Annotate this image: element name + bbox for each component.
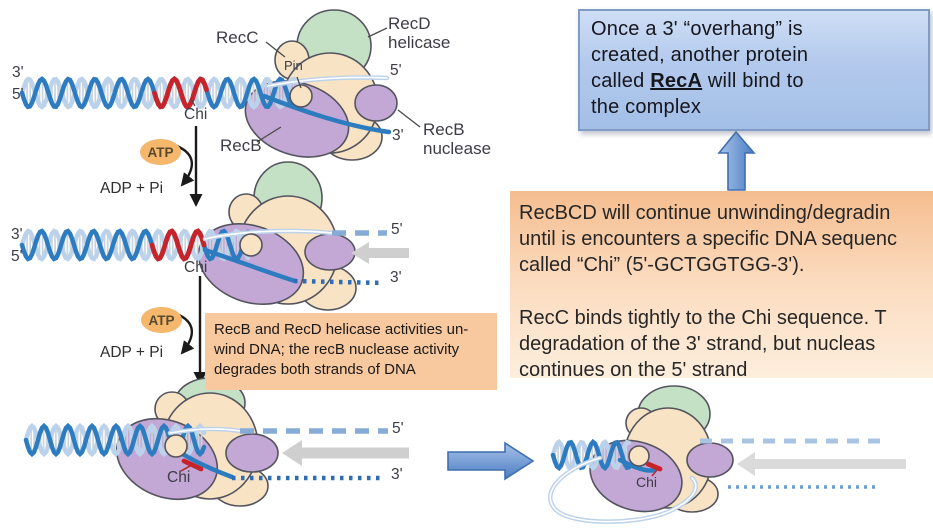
chi-site-red — [645, 461, 663, 472]
atp-cycle1-arrows — [176, 126, 203, 207]
translocation-arrow-left — [351, 242, 409, 264]
note-line: degrades both strands of DNA — [214, 361, 416, 378]
stage1-5prime-right: 5' — [390, 62, 402, 79]
stage3-complex — [23, 377, 409, 507]
callout-line: created, another protein — [591, 44, 809, 66]
pin-circle — [164, 434, 188, 458]
stage2-5prime-right: 5' — [391, 221, 403, 238]
recb-nuclease-blob — [304, 233, 356, 271]
helicase-activity-note-box: RecB and RecD helicase activities un- wi… — [205, 313, 497, 390]
stage2-chi-label: Chi — [184, 259, 208, 276]
callout-text: called — [591, 70, 651, 92]
stage1-5prime-left: 5' — [12, 86, 24, 103]
stage2-5prime-left: 5' — [11, 248, 23, 265]
pin-circle — [289, 84, 313, 108]
dna-helix-stage2 — [19, 228, 251, 262]
dna-helix-stage1 — [19, 75, 305, 110]
explanation-line: degradation of the 3' strand, but nuclea… — [519, 333, 876, 355]
stage1-3prime-left: 3' — [12, 64, 24, 81]
to-callout-arrow-up — [717, 130, 756, 191]
note-line: wind DNA; the recB nuclease activity — [214, 341, 460, 358]
stage2-complex — [19, 161, 409, 311]
atp-badge-1: ATP — [140, 139, 181, 165]
stage1-3prime-right: 3' — [392, 127, 404, 144]
dna-helix-stage4 — [550, 438, 632, 472]
adp-pi-label-1: ADP + Pi — [100, 180, 164, 197]
callout-line: Once a 3' “overhang” is — [591, 18, 803, 40]
pin-circle — [628, 445, 650, 467]
explanation-line: called “Chi” (5'-GCTGGTGG-3'). — [519, 254, 805, 276]
recb-nuclease-blob — [354, 84, 398, 122]
pin-label: Pin — [284, 58, 303, 73]
reca-callout-box: Once a 3' “overhang” is created, another… — [578, 9, 930, 131]
stage1-chi-label: Chi — [184, 106, 208, 123]
paragraph-gap — [519, 278, 933, 305]
chi-site-red — [181, 458, 204, 472]
atp-badge-2: ATP — [141, 307, 182, 333]
adp-pi-label-2: ADP + Pi — [100, 344, 164, 361]
stage2-3prime-left: 3' — [11, 226, 23, 243]
recc-label: RecC — [216, 28, 259, 47]
atp-cycle2-arrows — [176, 276, 207, 385]
callout-line: called RecA will bind to — [591, 68, 917, 94]
explanation-line: RecC binds tightly to the Chi sequence. … — [519, 307, 887, 329]
callout-text: will bind to — [702, 70, 804, 92]
explanation-line: RecBCD will continue unwinding/degradin — [519, 202, 891, 224]
recb-nuclease-blob — [686, 442, 734, 478]
note-line: RecB and RecD helicase activities un- — [214, 321, 469, 338]
stage4-complex — [548, 385, 906, 524]
recb-nuclease-blob — [225, 433, 279, 473]
translocation-arrow-left — [737, 452, 906, 476]
degraded-3prime-dotted — [293, 278, 385, 286]
translocation-arrow-left — [282, 440, 409, 466]
stage1-complex — [19, 9, 421, 161]
recd-helicase-label: RecD helicase — [388, 14, 451, 52]
dna-3prime-strand — [261, 93, 392, 135]
stage4-chi-label: Chi — [636, 474, 658, 490]
recb-label: RecB — [220, 136, 262, 155]
chi-explanation-box: RecBCD will continue unwinding/degradin … — [510, 191, 933, 378]
stage3-chi-label: Chi — [167, 469, 191, 486]
next-step-arrow-right — [447, 441, 535, 481]
callout-line: the complex — [591, 96, 702, 118]
stage3-3prime-right: 3' — [391, 466, 403, 483]
explanation-line: continues on the 5' strand — [519, 359, 748, 378]
recb-nuclease-label: RecB nuclease — [423, 120, 492, 158]
reca-emphasis: RecA — [650, 70, 703, 92]
stage2-3prime-right: 3' — [390, 269, 402, 286]
pin-circle — [239, 233, 263, 257]
explanation-line: until is encounters a specific DNA seque… — [519, 228, 897, 250]
stage3-5prime-right: 5' — [392, 420, 404, 437]
